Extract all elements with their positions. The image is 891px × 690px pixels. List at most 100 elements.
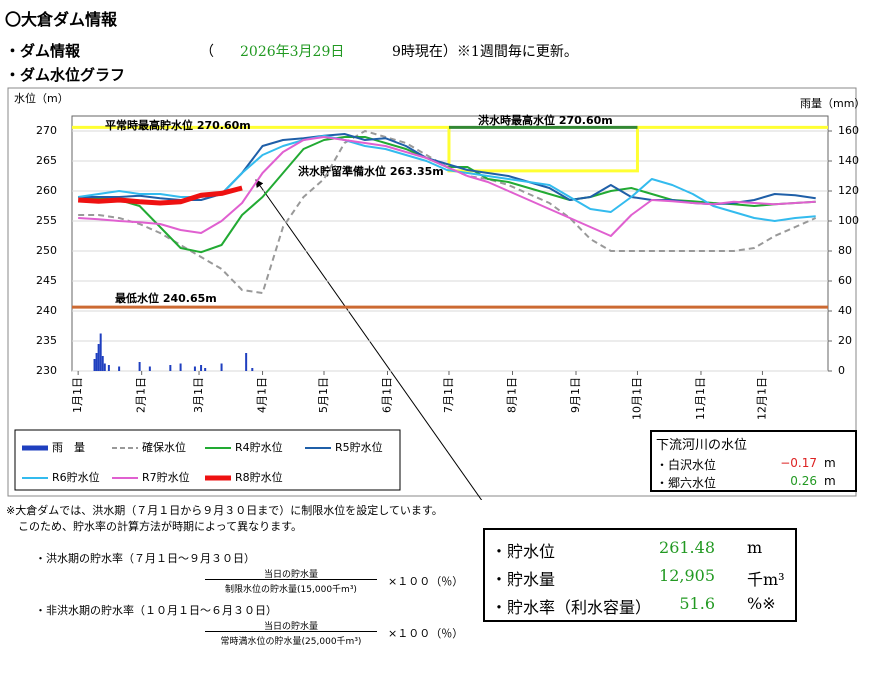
reference-line [72, 125, 828, 173]
y2-tick-label: 60 [838, 274, 852, 287]
y-tick-label: 265 [36, 154, 57, 167]
page-title: 〇大倉ダム情報 [5, 10, 118, 29]
pointer-arrow [255, 179, 483, 500]
storage-value: 51.6 [679, 594, 715, 613]
storage-value: 261.48 [659, 538, 715, 557]
x-tick-label: 7月1日 [442, 377, 455, 413]
rain-bar [204, 368, 207, 371]
legend-box [14, 429, 401, 491]
legend-label: R4貯水位 [235, 440, 283, 454]
y-tick-label: 260 [36, 184, 57, 197]
x-tick-label: 2月1日 [135, 377, 148, 413]
rain-bar [251, 368, 254, 371]
y-tick-label: 230 [36, 364, 57, 377]
storage-label: ・貯水率（利水容量） [491, 598, 652, 617]
x-tick-label: 8月1日 [505, 377, 518, 413]
y2-tick-label: 80 [838, 244, 852, 257]
y2-tick-label: 120 [838, 184, 859, 197]
y2-tick-label: 20 [838, 334, 852, 347]
x-tick-label: 9月1日 [569, 377, 582, 413]
rain-bar [99, 333, 102, 371]
rain-bar [245, 353, 248, 371]
y2-tick-label: 100 [838, 214, 859, 227]
river-value: 0.26 [790, 474, 817, 488]
y-tick-label: 255 [36, 214, 57, 227]
storage-unit: %※ [747, 594, 776, 613]
multiplier: ×１００（％） [388, 627, 464, 640]
rain-bar [93, 359, 96, 371]
y-tick-label: 235 [36, 334, 57, 347]
legend-label: R6貯水位 [52, 470, 100, 484]
rain-bar [179, 363, 182, 371]
rain-bar [107, 365, 110, 371]
numerator: 当日の貯水量 [263, 570, 318, 580]
legend-label: R5貯水位 [335, 440, 383, 454]
river-unit: m [824, 456, 836, 470]
date: 2026年3月29日 [240, 44, 345, 60]
rain-bar [169, 365, 172, 371]
x-tick-label: 5月1日 [317, 377, 330, 413]
reference-label: 洪水時最高水位 270.60m [478, 113, 613, 127]
note: ※大倉ダムでは、洪水期（７月１日から９月３０日まで）に制限水位を設定しています。 [6, 504, 443, 517]
graph-label: ・ダム水位グラフ [5, 66, 126, 84]
river-label: ・白沢水位 [656, 458, 717, 472]
reference-label: 最低水位 240.65m [115, 291, 217, 305]
rain-bar [101, 356, 104, 371]
y2-tick-label: 160 [838, 124, 859, 137]
time-note: 9時現在）※1週間毎に更新。 [392, 44, 578, 60]
rain-bar [193, 366, 196, 371]
storage-value: 12,905 [659, 566, 715, 585]
river-title: 下流河川の水位 [656, 438, 748, 453]
legend-label: 確保水位 [142, 440, 186, 454]
storage-label: ・貯水位 [491, 542, 556, 561]
series-line [78, 185, 243, 206]
legend-label: 雨 量 [52, 441, 85, 454]
y-axis-title: 水位（m） [14, 91, 69, 105]
x-tick-label: 3月1日 [192, 377, 205, 413]
rain-bar [103, 363, 106, 371]
y2-tick-label: 140 [838, 154, 859, 167]
formula-title: ・洪水期の貯水率（７月１日～９月３０日） [35, 552, 255, 565]
y2-tick-label: 0 [838, 364, 845, 377]
note: このため、貯水率の計算方法が時期によって異なります。 [18, 520, 303, 533]
storage-label: ・貯水量 [491, 570, 556, 589]
y2-axis-title: 雨量（mm） [800, 97, 865, 110]
x-tick-label: 10月1日 [630, 377, 643, 420]
denominator: 常時満水位の貯水量(25,000千m³) [220, 637, 362, 647]
y-tick-label: 240 [36, 304, 57, 317]
x-tick-label: 6月1日 [381, 377, 394, 413]
fraction-line [205, 631, 377, 632]
numerator: 当日の貯水量 [263, 622, 318, 632]
x-tick-label: 12月1日 [755, 377, 768, 420]
y-tick-label: 270 [36, 124, 57, 137]
annotation: 洪水貯留準備水位 263.35m [298, 164, 444, 178]
formula-title: ・非洪水期の貯水率（１０月１日～６月３０日） [35, 604, 277, 617]
chart: 水位（m） 雨量（mm） 230 235 240 245 250 255 260 265 270… [7, 87, 865, 500]
rain-bar [118, 366, 121, 371]
rain-bar [200, 365, 203, 371]
info-label: ・ダム情報 [5, 42, 81, 60]
river-label: ・郷六水位 [656, 476, 717, 490]
river-box: 下流河川の水位 ・白沢水位 −0.17 m ・郷六水位 0.26 m [650, 430, 857, 492]
denominator: 制限水位の貯水量(15,000千m³) [225, 585, 357, 595]
x-tick-label: 1月1日 [71, 377, 84, 413]
storage-box: ・貯水位 261.48 m ・貯水量 12,905 千m³ ・貯水率（利水容量） 51.6 %※ [483, 528, 797, 622]
rain-bar [95, 353, 98, 371]
series-line [78, 136, 816, 237]
legend-label: R8貯水位 [235, 470, 283, 484]
y-tick-label: 250 [36, 244, 57, 257]
storage-unit: m [747, 538, 763, 557]
river-unit: m [824, 474, 836, 488]
y-tick-label: 245 [36, 274, 57, 287]
rain-bar [97, 344, 100, 371]
river-value: −0.17 [780, 456, 817, 470]
storage-unit: 千m³ [747, 570, 785, 589]
legend-label: R7貯水位 [142, 470, 190, 484]
reference-label: 平常時最高貯水位 270.60m [105, 118, 251, 132]
paren: （ [200, 44, 214, 60]
rain-bar [220, 363, 223, 371]
x-tick-label: 4月1日 [256, 377, 269, 413]
y2-tick-label: 40 [838, 304, 852, 317]
fraction-line [205, 579, 377, 580]
